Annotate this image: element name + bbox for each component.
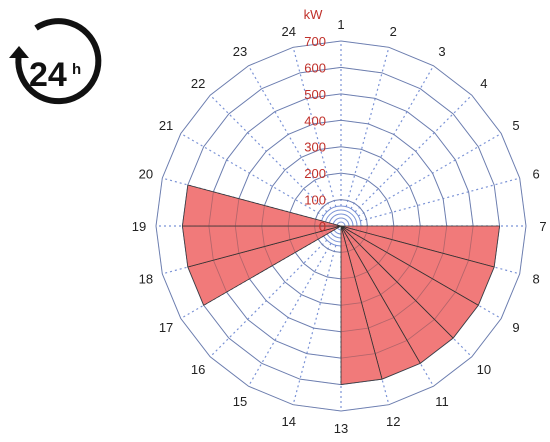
hour-label: 3 — [438, 44, 445, 59]
hour-label: 10 — [477, 362, 491, 377]
hour-label: 20 — [139, 167, 153, 182]
24h-cycle-icon: 24 h — [9, 18, 102, 105]
labels: 1 234567891011121314151617181920212223240… — [132, 7, 547, 436]
value-ring-overlay — [287, 172, 395, 280]
hour-label: 5 — [512, 118, 519, 133]
hour-label: 1 — [337, 17, 344, 32]
cycle-arc — [15, 18, 102, 105]
value-ring-overlay — [182, 67, 500, 385]
hour-label: 2 — [390, 24, 397, 39]
value-ring-overlay — [155, 40, 527, 412]
unit-label: kW — [304, 7, 324, 22]
value-ring-overlay — [234, 119, 448, 333]
hour-label: 6 — [532, 167, 539, 182]
hour-label: 15 — [233, 394, 247, 409]
hour-label: 16 — [191, 362, 205, 377]
logo-suffix: h — [72, 61, 81, 78]
radial-tick-label: 500 — [304, 87, 326, 102]
cycle-arrow — [9, 46, 29, 58]
radial-tick-label: 600 — [304, 60, 326, 75]
hour-label: 21 — [159, 118, 173, 133]
hour-label: 24 — [281, 24, 295, 39]
hour-label: 12 — [386, 414, 400, 429]
radial-tick-label: 0 — [319, 219, 326, 234]
spoke — [350, 65, 435, 209]
radial-tick-label: 100 — [304, 193, 326, 208]
wedges — [155, 40, 527, 412]
radial-tick-label: 300 — [304, 140, 326, 155]
hour-label: 14 — [281, 414, 295, 429]
radial-tick-label: 700 — [304, 34, 326, 49]
value-ring-overlay — [314, 199, 368, 253]
spoke — [358, 132, 502, 217]
hour-label: 13 — [334, 421, 348, 436]
radial-tick-label: 200 — [304, 166, 326, 181]
hour-label: 17 — [159, 320, 173, 335]
hour-label: 9 — [512, 320, 519, 335]
value-ring — [155, 40, 527, 412]
radial-tick-label: 400 — [304, 113, 326, 128]
hour-label: 7 — [539, 219, 546, 234]
hour-label: 8 — [532, 271, 539, 286]
wedge-hour-19 — [181, 184, 342, 227]
value-ring-overlay — [261, 146, 421, 306]
hour-label: 22 — [191, 76, 205, 91]
value-ring-overlay — [208, 93, 474, 359]
hour-label: 18 — [139, 271, 153, 286]
hour-label: 19 — [132, 219, 146, 234]
logo-number: 24 — [29, 56, 67, 94]
wedge-hour-12 — [340, 225, 383, 386]
hour-label: 11 — [435, 394, 449, 409]
hour-label: 23 — [233, 44, 247, 59]
hour-label: 4 — [480, 76, 487, 91]
